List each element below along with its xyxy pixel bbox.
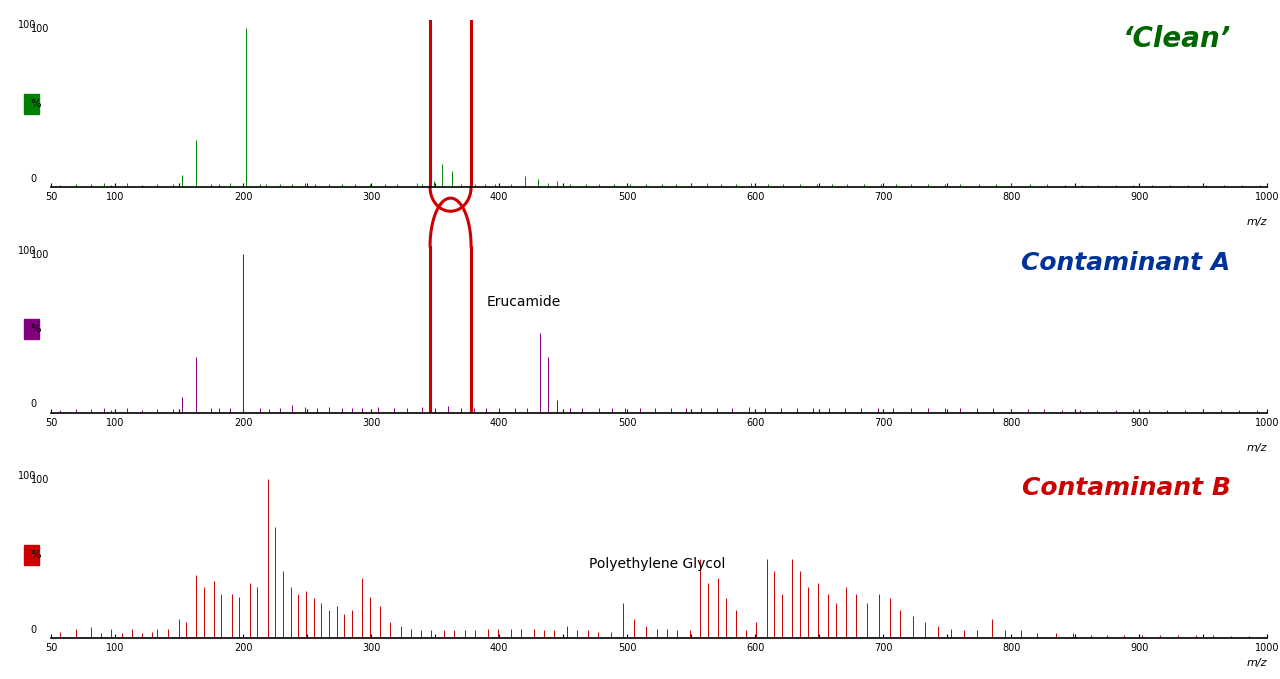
Text: Erucamide: Erucamide — [486, 295, 561, 310]
Text: 0: 0 — [31, 399, 37, 409]
Text: 100: 100 — [18, 20, 37, 31]
Bar — [24, 545, 40, 565]
Text: Contaminant A: Contaminant A — [1021, 251, 1231, 275]
Text: 100: 100 — [18, 246, 37, 256]
Text: Contaminant B: Contaminant B — [1021, 476, 1231, 500]
Text: 0: 0 — [31, 174, 37, 184]
Text: %: % — [31, 99, 41, 109]
Text: %: % — [31, 550, 41, 559]
Text: m/z: m/z — [1247, 659, 1267, 668]
Text: ‘Clean’: ‘Clean’ — [1123, 25, 1231, 54]
Text: 100: 100 — [18, 471, 37, 481]
Bar — [24, 319, 40, 340]
Text: Polyethylene Glycol: Polyethylene Glycol — [589, 557, 726, 572]
Text: m/z: m/z — [1247, 443, 1267, 453]
Bar — [24, 94, 40, 114]
Text: m/z: m/z — [1247, 217, 1267, 227]
Text: 0: 0 — [31, 625, 37, 635]
Text: %: % — [31, 325, 41, 334]
